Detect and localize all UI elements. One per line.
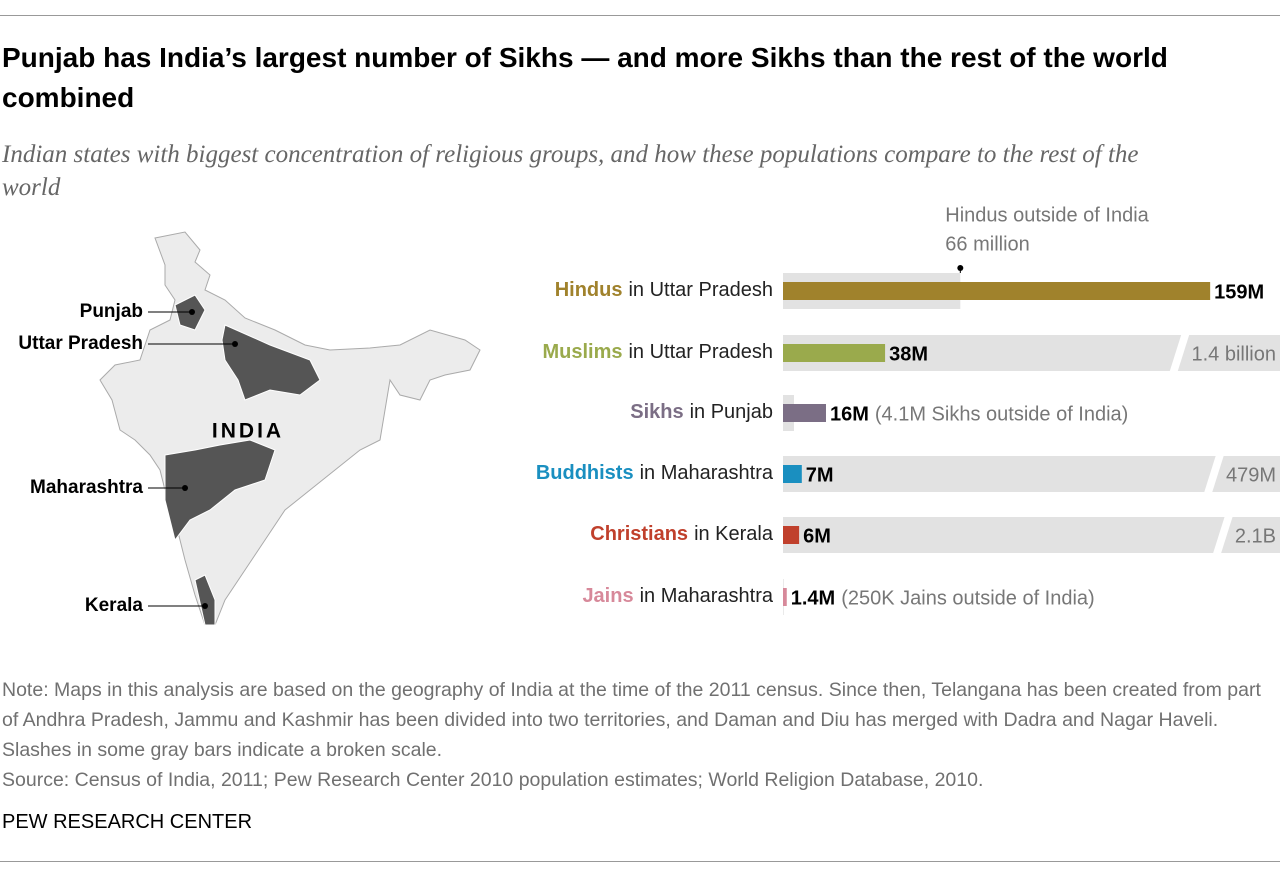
- bottom-rule: [0, 861, 1280, 862]
- row-label: Jains in Maharashtra: [582, 585, 773, 607]
- place-name: in Maharashtra: [640, 462, 774, 484]
- outside-label: 2.1B: [1235, 525, 1276, 547]
- row-label: Sikhs in Punjab: [630, 401, 773, 423]
- bar: [783, 465, 802, 483]
- outside-label: 479M: [1226, 464, 1276, 486]
- outside-label: (250K Jains outside of India): [841, 587, 1095, 609]
- value-label: 6M: [803, 525, 831, 547]
- value-label: 159M: [1214, 281, 1264, 303]
- dot: [232, 341, 238, 347]
- note: Note: Maps in this analysis are based on…: [2, 679, 1261, 761]
- outside-bar: [783, 517, 1280, 553]
- dots: [182, 309, 238, 609]
- top-rule: [0, 15, 1280, 16]
- outside-label: 1.4 billion: [1191, 343, 1276, 365]
- group-name: Christians: [590, 523, 688, 545]
- bar: [783, 344, 886, 362]
- bar: [783, 588, 787, 606]
- chart: Punjab Uttar Pradesh Maharashtra Kerala …: [18, 204, 1280, 626]
- outside-label: (4.1M Sikhs outside of India): [875, 403, 1128, 425]
- place-name: in Uttar Pradesh: [628, 279, 773, 301]
- state-label: Kerala: [85, 595, 144, 616]
- group-name: Muslims: [542, 341, 622, 363]
- place-name: in Punjab: [690, 401, 773, 423]
- row-label: Christians in Kerala: [590, 523, 774, 545]
- place-name: in Uttar Pradesh: [628, 341, 773, 363]
- dot: [202, 603, 208, 609]
- footer: PEW RESEARCH CENTER: [2, 811, 253, 833]
- leader-lines: [148, 311, 235, 607]
- scale-break: [1203, 455, 1224, 493]
- value-label: 7M: [806, 464, 834, 486]
- row-label: Hindus in Uttar Pradesh: [555, 279, 773, 301]
- row-label: Muslims in Uttar Pradesh: [542, 341, 773, 363]
- place-name: in Maharashtra: [640, 585, 774, 607]
- dot: [182, 485, 188, 491]
- outside-bar: [783, 456, 1280, 492]
- group-name: Jains: [582, 585, 633, 607]
- chart-subtitle: Indian states with biggest concentration…: [2, 141, 1139, 201]
- row-label: Buddhists in Maharashtra: [536, 462, 774, 484]
- state-label: Maharashtra: [30, 477, 143, 498]
- bar: [783, 404, 826, 422]
- value-label: 38M: [889, 343, 928, 365]
- state-label: Punjab: [80, 301, 143, 322]
- kerala: [194, 574, 216, 626]
- map: Punjab Uttar Pradesh Maharashtra Kerala …: [18, 231, 481, 626]
- source: Source: Census of India, 2011; Pew Resea…: [2, 769, 984, 791]
- uttar-pradesh: [221, 324, 321, 401]
- state-label: Uttar Pradesh: [18, 333, 143, 354]
- group-name: Hindus: [555, 279, 623, 301]
- maharashtra: [164, 439, 276, 542]
- annotation: Hindus outside of India: [945, 204, 1149, 226]
- value-label: 1.4M: [791, 587, 835, 609]
- annotation-dot: [957, 265, 964, 271]
- scale-break: [1212, 516, 1233, 554]
- value-label: 16M: [830, 403, 869, 425]
- dot: [189, 309, 195, 315]
- country-label: INDIA: [212, 420, 284, 443]
- bar: [783, 282, 1211, 300]
- group-name: Buddhists: [536, 462, 634, 484]
- chart-title: Punjab has India’s largest number of Sik…: [2, 42, 1168, 113]
- place-name: in Kerala: [694, 523, 774, 545]
- group-name: Sikhs: [630, 401, 683, 423]
- bar: [783, 526, 800, 544]
- scale-break: [1169, 334, 1190, 372]
- india-outline: [99, 231, 481, 626]
- outside-label: 66 million: [945, 233, 1029, 255]
